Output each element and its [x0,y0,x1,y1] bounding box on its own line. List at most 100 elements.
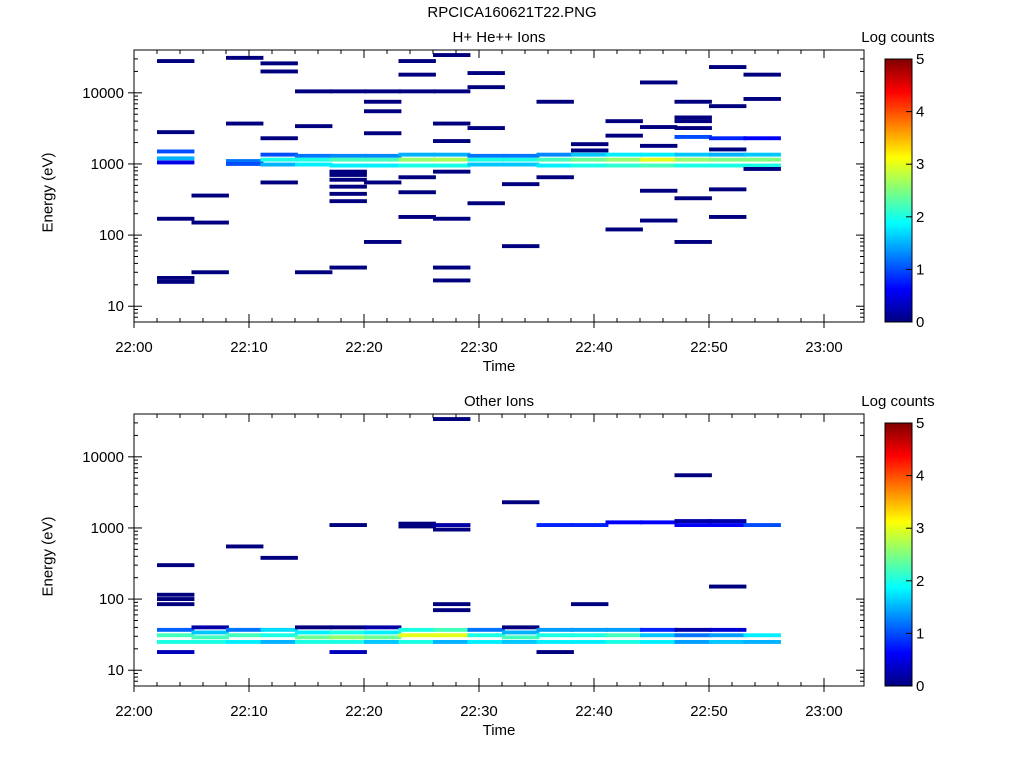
panel1-cell [398,157,436,162]
panel1-cell [226,159,264,163]
panel1-cell [329,184,367,189]
panel1-cell [329,191,367,196]
panel2-cell [467,627,505,632]
panel2-cell [157,602,195,607]
panel1-cell [364,109,402,114]
panel2-cell [709,627,747,632]
panel2-cell [191,640,229,644]
panel1-cell [640,152,678,157]
panel1-cell [295,157,333,162]
panel1-cell [433,216,471,221]
panel2-cell [398,524,436,529]
panel1-cell [709,65,747,69]
panel1-cell [709,152,747,157]
panel1-cell [571,142,609,147]
panel2-cell [329,523,367,527]
panel1-cell [743,157,781,162]
panel1-cell [467,85,505,90]
panel1-cell [226,162,264,166]
panel1-cell [260,61,298,66]
panel1-cell [467,71,505,75]
panel2-cell [157,592,195,597]
panel2-cell [329,650,367,654]
panel1-x-tick-label: 22:20 [345,339,383,356]
panel2-colorbar-label: Log counts [861,393,935,410]
panel2-colorbar-tick-label: 4 [916,468,924,485]
panel1-cell [674,240,712,244]
panel1-cell [467,153,505,158]
panel2-cell [433,633,471,638]
panel1-x-tick-label: 22:40 [575,339,613,356]
panel2-colorbar-tick-label: 2 [916,573,924,590]
panel1-cell [674,126,712,130]
panel1-cell [157,156,195,161]
panel1-cell [260,152,298,157]
panel1-cell [605,157,643,162]
panel2-cell [536,523,574,527]
panel2-cell [157,633,195,638]
panel2-cell [295,640,333,644]
panel2-cell [364,640,402,644]
panel2-cell [502,500,540,505]
panel1-cell [709,215,747,219]
panel1-colorbar [884,58,913,323]
panel2-cell [433,527,471,532]
panel1-cell [364,180,402,185]
panel1-cell [191,220,229,225]
panel1-cell [295,270,333,275]
panel1-colorbar-tick-label: 2 [916,209,924,226]
panel2-cell [709,519,747,523]
panel1-cell [191,193,229,198]
panel2-x-tick-label: 22:00 [115,703,153,720]
panel1-cell [433,152,471,157]
panel1-cell [674,115,712,120]
panel1-x-axis-label: Time [482,358,516,375]
panel1-cell [674,163,712,168]
panel1-x-tick-label: 22:30 [460,339,498,356]
panel1-cell [536,152,574,157]
panel1-cell [709,147,747,152]
panel1-cell [260,157,298,162]
panel1-cell [640,143,678,148]
panel2-cell [433,640,471,644]
panel1-cell [157,149,195,154]
panel2-x-tick-label: 22:10 [230,703,268,720]
panel2-cell [709,584,747,589]
panel2-cell [536,640,574,644]
panel1-cell [226,55,264,60]
panel1-cell [709,163,747,168]
panel1-cell [709,157,747,162]
panel1-cell [364,163,402,168]
panel2-cell [398,640,436,644]
panel2-cell [433,602,471,607]
panel1-cell [329,163,367,168]
panel1-cell [364,99,402,104]
panel2-cell [502,625,540,630]
panel1-cell [433,265,471,270]
panel1-cell [329,89,367,94]
panel1-cell [329,265,367,270]
panel1-cell [743,152,781,157]
panel1-cell [467,157,505,162]
panel1-colorbar-tick-label: 4 [916,104,924,121]
panel2-y-tick-label: 10 [107,662,124,679]
panel1-cell [398,152,436,157]
panel2-cell [157,650,195,654]
panel1-cell [398,72,436,77]
panel1-cell [743,97,781,101]
panel1-cell [260,69,298,74]
panel1-cell [536,175,574,180]
panel2-cell [640,640,678,644]
panel2-cell [536,650,574,654]
panel1-cell [260,162,298,167]
panel1-cell [433,89,471,94]
panel2-cell [674,523,712,527]
panel1-cell [398,190,436,195]
panel2-plot-frame [133,413,865,687]
panel2-cell [743,640,781,644]
panel1-cell [433,139,471,143]
panel2-cell [398,521,436,526]
panel1-cell [743,136,781,141]
panel2-cell [709,523,747,527]
panel2-cell [467,633,505,638]
